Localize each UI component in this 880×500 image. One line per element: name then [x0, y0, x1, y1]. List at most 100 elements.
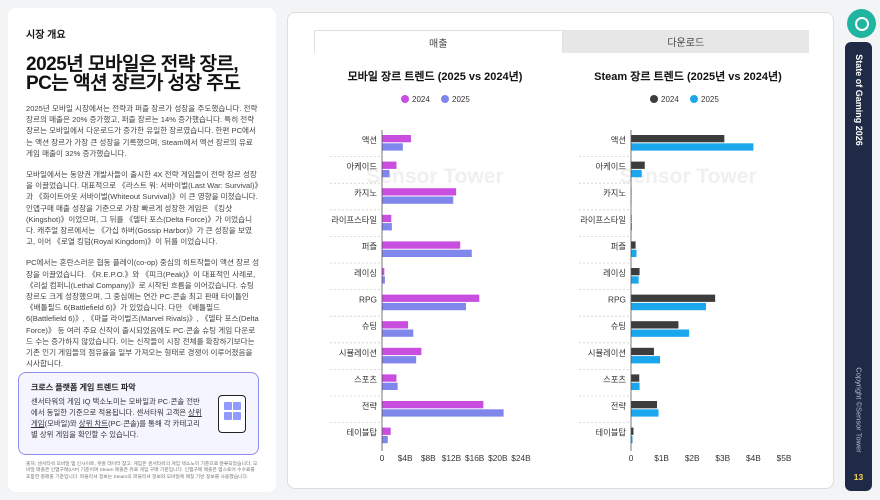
report-title: State of Gaming 2026 [854, 54, 864, 146]
category-label: 액션 [611, 135, 626, 145]
category-label: 퍼즐 [611, 241, 627, 251]
category-label: 레이싱 [603, 268, 626, 278]
callout-body: 센서타워의 게임 IQ 택소노미는 모바일과 PC·콘솔 전반에서 동일한 기준… [31, 396, 203, 440]
bar-2025 [382, 356, 417, 364]
x-tick-label: 0 [380, 453, 385, 463]
category-label: 스포츠 [603, 374, 626, 384]
bar-2025 [382, 249, 472, 257]
bar-2024 [382, 427, 391, 435]
bar-2024 [382, 161, 397, 169]
category-label: 슈팅 [611, 321, 626, 331]
bar-2024 [631, 294, 716, 302]
x-tick-label: $4B [746, 453, 761, 463]
bar-2024 [382, 214, 392, 223]
category-label: 레이싱 [354, 268, 377, 278]
bar-2025 [631, 223, 632, 231]
top-charts-link[interactable]: 상위 차트 [78, 419, 109, 428]
callout-text-1: 센서타워의 게임 IQ 택소노미는 모바일과 PC·콘솔 전반에서 동일한 기준… [31, 397, 200, 417]
chart-panel: 매출 다운로드 모바일 장르 트렌드 (2025 vs 2024년) 2024 20… [287, 12, 834, 489]
watermark: Sensor Tower [366, 165, 503, 188]
bar-2024 [382, 374, 397, 382]
category-label: 라이프스타일 [580, 215, 626, 225]
bar-2024 [631, 347, 654, 356]
x-tick-label: $20B [488, 453, 508, 463]
page-number: 13 [853, 472, 864, 482]
bar-2025 [382, 329, 414, 337]
bar-2024 [382, 241, 461, 249]
bar-2025 [631, 409, 659, 417]
bar-2025 [382, 435, 388, 444]
callout-text-3: (PC·콘솔)를 통해 각 카테고리별 상위 게임을 확인할 수 있습니다. [31, 419, 200, 439]
bar-2025 [631, 329, 690, 337]
sensor-tower-logo[interactable] [847, 9, 876, 38]
copyright-text: Copyright ©Sensor Tower [854, 367, 864, 453]
category-label: 시뮬레이션 [339, 348, 377, 358]
bar-2025 [382, 302, 466, 311]
category-label: 전략 [611, 401, 627, 411]
bar-2025 [631, 356, 661, 364]
category-label: 테이블탑 [346, 428, 377, 438]
logo-mark-icon [854, 16, 869, 31]
bar-2025 [631, 276, 639, 284]
bar-2025 [382, 143, 403, 151]
bar-2025 [382, 223, 392, 231]
x-tick-label: $8B [421, 453, 436, 463]
category-label: 슈팅 [362, 321, 377, 331]
bar-2025 [631, 382, 640, 390]
bar-2024 [631, 161, 645, 169]
x-tick-label: $3B [715, 453, 730, 463]
bar-2025 [631, 249, 637, 257]
chart-title: 모바일 장르 트렌드 (2025 vs 2024년) [348, 69, 523, 83]
source-footnote: 출처: 센서타워 모바일 앱 인사이트, 팟홈 데이터 참고: 게임은 센서타워… [26, 462, 258, 480]
legend-label-2025: 2025 [701, 95, 719, 104]
bar-2025 [382, 382, 398, 390]
bar-2024 [382, 321, 409, 329]
x-tick-label: $4B [398, 453, 413, 463]
legend-label-2025: 2025 [452, 95, 470, 104]
x-tick-label: $5B [777, 453, 792, 463]
bar-2024 [631, 135, 725, 143]
category-label: 테이블탑 [595, 428, 626, 438]
bar-2024 [382, 188, 457, 196]
bar-2024 [382, 268, 385, 276]
paragraph-2: 모바일에서는 동양권 개발사들이 출시한 4X 전략 게임들이 전략 장르 성장… [26, 170, 259, 247]
x-tick-label: $2B [685, 453, 700, 463]
bar-2025 [382, 276, 385, 284]
bar-2024 [382, 294, 480, 302]
legend-marker-2024 [650, 95, 658, 103]
x-tick-label: $16B [465, 453, 485, 463]
top-games-link[interactable]: 상위 게임 [31, 408, 202, 428]
tab-revenue[interactable]: 매출 [314, 30, 563, 53]
bar-2024 [382, 347, 422, 356]
category-label: RPG [359, 295, 377, 305]
bar-2025 [631, 435, 633, 444]
bar-2024 [382, 135, 411, 143]
bar-2024 [631, 401, 658, 409]
tab-downloads[interactable]: 다운로드 [667, 38, 705, 49]
callout-title: 크로스 플랫폼 게임 트렌드 파악 [31, 383, 136, 392]
callout-text-2: (모바일)와 [44, 419, 79, 428]
sidebar-band [845, 42, 872, 491]
bar-2025 [382, 196, 454, 204]
legend-marker-2024 [401, 95, 409, 103]
cross-platform-callout: 크로스 플랫폼 게임 트렌드 파악 센서타워의 게임 IQ 택소노미는 모바일과… [18, 372, 259, 455]
watermark: Sensor Tower [619, 165, 756, 188]
category-label: 카지노 [354, 188, 377, 198]
bar-2025 [631, 302, 706, 311]
bar-2025 [382, 169, 390, 178]
bar-2025 [382, 409, 504, 417]
x-tick-label: $12B [442, 453, 462, 463]
bar-2025 [631, 143, 754, 151]
legend-marker-2025 [441, 95, 449, 103]
section-label: 시장 개요 [26, 30, 66, 41]
bar-2024 [631, 321, 679, 329]
category-label: 카지노 [603, 188, 626, 198]
bar-2024 [631, 427, 634, 435]
category-label: 액션 [362, 135, 377, 145]
chart-title: Steam 장르 트렌드 (2025년 vs 2024년) [594, 69, 782, 83]
devices-icon [218, 395, 246, 433]
x-tick-label: $24B [511, 453, 531, 463]
legend-marker-2025 [690, 95, 698, 103]
category-label: 아케이드 [595, 162, 626, 172]
bar-2024 [631, 268, 640, 276]
